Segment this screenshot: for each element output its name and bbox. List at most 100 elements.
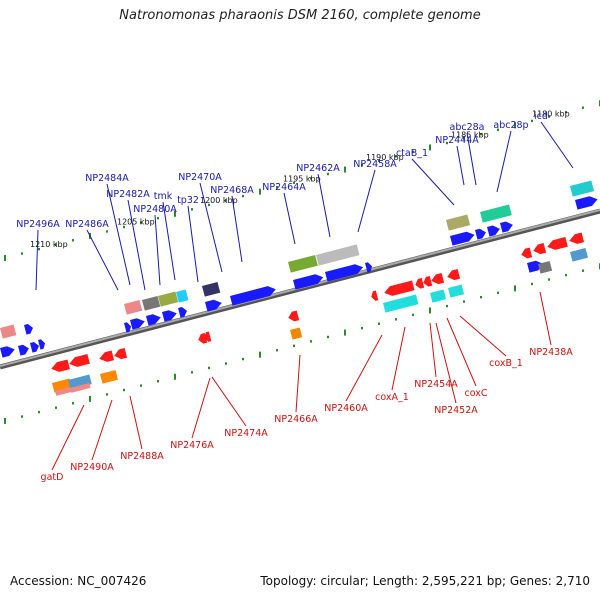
- tick-mark: [106, 230, 108, 233]
- map-title: Natronomonas pharaonis DSM 2160, complet…: [119, 8, 481, 23]
- tick-mark: [21, 252, 23, 255]
- forward-gene-label: tp32: [177, 195, 199, 206]
- forward-gene-label: NP2468A: [210, 185, 254, 196]
- annotation-box: [316, 244, 360, 266]
- tick-mark: [174, 210, 176, 217]
- tick-mark: [208, 203, 210, 207]
- tick-mark: [140, 221, 142, 224]
- tick-mark: [378, 322, 380, 325]
- tick-mark: [446, 141, 448, 145]
- reverse-gene-arrow: [69, 353, 90, 367]
- reverse-gene-label: coxC: [465, 388, 488, 399]
- leader-line: [429, 322, 437, 378]
- forward-gene-arrow: [487, 225, 500, 237]
- forward-gene-arrow: [38, 339, 46, 350]
- leader-line: [35, 229, 39, 291]
- forward-gene-arrow: [124, 322, 132, 333]
- scale-label: 1195 kbp: [283, 174, 321, 183]
- reverse-gene-arrow: [415, 277, 425, 289]
- forward-gene-arrow: [475, 228, 486, 240]
- leader-line: [539, 291, 552, 346]
- leader-line: [435, 322, 457, 404]
- reverse-gene-arrow: [204, 331, 212, 342]
- reverse-gene-arrow: [431, 272, 445, 285]
- forward-gene-arrow: [146, 314, 161, 326]
- tick-mark: [395, 155, 397, 158]
- tick-mark: [55, 406, 57, 409]
- tick-mark: [361, 163, 363, 167]
- reverse-gene-label: coxA_1: [375, 392, 409, 403]
- tick-track-lower: [4, 263, 600, 424]
- forward-gene-label: NP2444A: [435, 135, 479, 146]
- annotation-box: [383, 294, 419, 313]
- forward-gene-label: ctaB_1: [396, 148, 428, 159]
- forward-gene-label: NP2480A: [133, 204, 177, 215]
- tick-mark: [276, 349, 278, 352]
- tick-mark: [191, 371, 193, 374]
- tick-mark: [191, 208, 193, 211]
- tick-mark: [429, 144, 431, 151]
- tick-mark: [344, 166, 346, 173]
- tick-mark: [429, 307, 431, 314]
- annotation-box: [448, 284, 465, 298]
- scale-label: 1185 kbp: [451, 131, 489, 140]
- reverse-gene-label: NP2460A: [324, 403, 368, 414]
- tick-mark: [123, 388, 125, 392]
- reverse-gene-arrow: [423, 275, 433, 287]
- tick-mark: [480, 133, 482, 136]
- leader-line: [129, 395, 143, 450]
- leader-line: [446, 317, 477, 387]
- tick-mark: [4, 417, 6, 424]
- reverse-gene-label: NP2452A: [434, 405, 478, 416]
- leader-line: [231, 195, 243, 263]
- tick-mark: [72, 239, 74, 242]
- annotation-box: [70, 382, 91, 393]
- reverse-gene-arrow: [99, 350, 115, 362]
- tick-mark: [174, 373, 176, 380]
- tick-mark: [582, 106, 584, 109]
- reverse-gene-label: NP2438A: [529, 347, 573, 358]
- reverse-gene-arrow: [51, 359, 70, 372]
- annotation-box: [430, 289, 447, 303]
- annotation-box: [0, 324, 17, 339]
- topology-label: Topology: circular; Length: 2,595,221 bp…: [260, 574, 590, 588]
- tick-mark: [497, 128, 499, 131]
- annotation-box: [158, 291, 179, 307]
- forward-gene-arrow: [18, 344, 29, 356]
- forward-gene-label: NP2496A: [16, 219, 60, 230]
- tick-mark: [412, 150, 414, 154]
- leader-line: [91, 399, 113, 461]
- tick-mark: [548, 278, 550, 281]
- tick-mark: [89, 395, 91, 402]
- annotation-box: [100, 369, 119, 384]
- tick-mark: [378, 159, 380, 162]
- tick-mark: [412, 313, 414, 317]
- reverse-gene-label: NP2454A: [414, 379, 458, 390]
- tick-mark: [310, 340, 312, 343]
- leader-line: [199, 182, 223, 273]
- annotation-box: [124, 299, 143, 315]
- tick-mark: [38, 410, 40, 414]
- tick-mark: [21, 415, 23, 418]
- forward-gene-label: abc28a: [450, 122, 485, 133]
- reverse-gene-arrow: [521, 247, 533, 259]
- annotation-box: [142, 295, 161, 311]
- leader-line: [191, 377, 211, 439]
- leader-line: [162, 201, 176, 281]
- tick-mark: [361, 326, 363, 330]
- scale-label: 1190 kbp: [366, 153, 404, 162]
- forward-gene-arrow: [0, 346, 15, 358]
- forward-gene-arrow: [500, 221, 513, 233]
- leader-line: [345, 334, 383, 402]
- tick-mark: [463, 300, 465, 303]
- tick-mark: [514, 122, 516, 129]
- leader-line: [211, 376, 247, 427]
- tick-mark: [582, 269, 584, 272]
- forward-gene-arrow: [325, 264, 364, 282]
- forward-gene-arrow: [205, 299, 222, 312]
- leader-line: [86, 229, 119, 291]
- forward-gene-label: NP2458A: [353, 159, 397, 170]
- forward-gene-label: NP2462A: [296, 163, 340, 174]
- tick-mark: [310, 177, 312, 180]
- forward-gene-label: NP2482A: [106, 189, 150, 200]
